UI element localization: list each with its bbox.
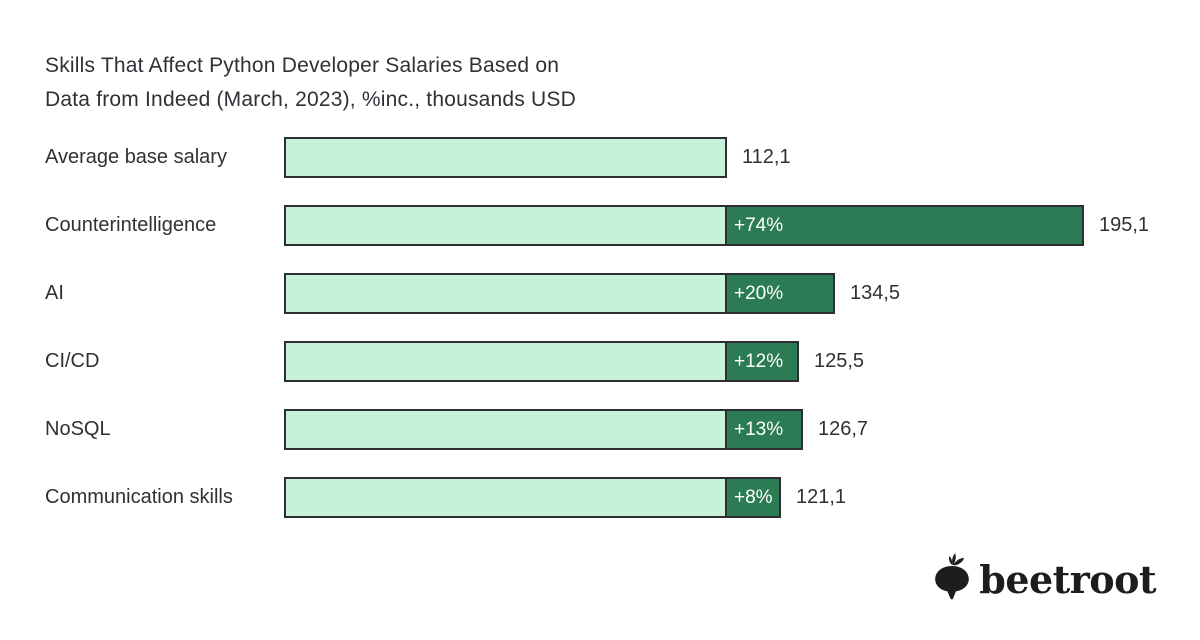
bar-increase-segment: +8% xyxy=(725,477,781,518)
bar: +74% xyxy=(284,205,1084,246)
bar-label: NoSQL xyxy=(45,418,111,440)
bar xyxy=(284,137,727,178)
bar-row: Counterintelligence +74% 195,1 xyxy=(45,205,1195,246)
bar-base-segment xyxy=(284,477,727,518)
beetroot-icon xyxy=(935,553,970,600)
value-label: 125,5 xyxy=(814,350,865,372)
bar-base-segment xyxy=(284,137,727,178)
bar-row: NoSQL +13% 126,7 xyxy=(45,409,1195,450)
bar: +12% xyxy=(284,341,799,382)
bar-label: CI/CD xyxy=(45,350,100,372)
logo-text: beetroot xyxy=(979,557,1156,602)
bar-label: Counterintelligence xyxy=(45,214,217,236)
value-label: 195,1 xyxy=(1099,214,1150,236)
bar-label: Communication skills xyxy=(45,486,233,508)
pct-increase-label: +74% xyxy=(734,214,784,236)
bar-row: Average base salary 112,1 xyxy=(45,137,1195,178)
chart-title: Skills That Affect Python Developer Sala… xyxy=(45,49,576,117)
bar-label: Average base salary xyxy=(45,146,227,168)
beetroot-logo: beetroot xyxy=(932,552,1156,602)
pct-increase-label: +8% xyxy=(734,486,773,508)
bar-base-segment xyxy=(284,273,727,314)
value-label: 134,5 xyxy=(850,282,901,304)
bar-increase-segment: +74% xyxy=(725,205,1084,246)
bar-increase-segment: +13% xyxy=(725,409,803,450)
bar-increase-segment: +12% xyxy=(725,341,799,382)
bar-rows: Average base salary 112,1 Counterintelli… xyxy=(45,137,1195,545)
bar-base-segment xyxy=(284,341,727,382)
pct-increase-label: +13% xyxy=(734,418,784,440)
bar-base-segment xyxy=(284,205,727,246)
bar-label: AI xyxy=(45,282,64,304)
bar: +20% xyxy=(284,273,835,314)
value-label: 121,1 xyxy=(796,486,847,508)
chart-title-line1: Skills That Affect Python Developer Sala… xyxy=(45,54,560,77)
bar-base-segment xyxy=(284,409,727,450)
value-label: 112,1 xyxy=(742,146,791,168)
bar: +8% xyxy=(284,477,781,518)
bar-increase-segment: +20% xyxy=(725,273,835,314)
bar-row: AI +20% 134,5 xyxy=(45,273,1195,314)
value-label: 126,7 xyxy=(818,418,869,440)
bar: +13% xyxy=(284,409,803,450)
chart-title-line2: Data from Indeed (March, 2023), %inc., t… xyxy=(45,88,576,111)
bar-row: CI/CD +12% 125,5 xyxy=(45,341,1195,382)
pct-increase-label: +12% xyxy=(734,350,784,372)
pct-increase-label: +20% xyxy=(734,282,784,304)
bar-row: Communication skills +8% 121,1 xyxy=(45,477,1195,518)
